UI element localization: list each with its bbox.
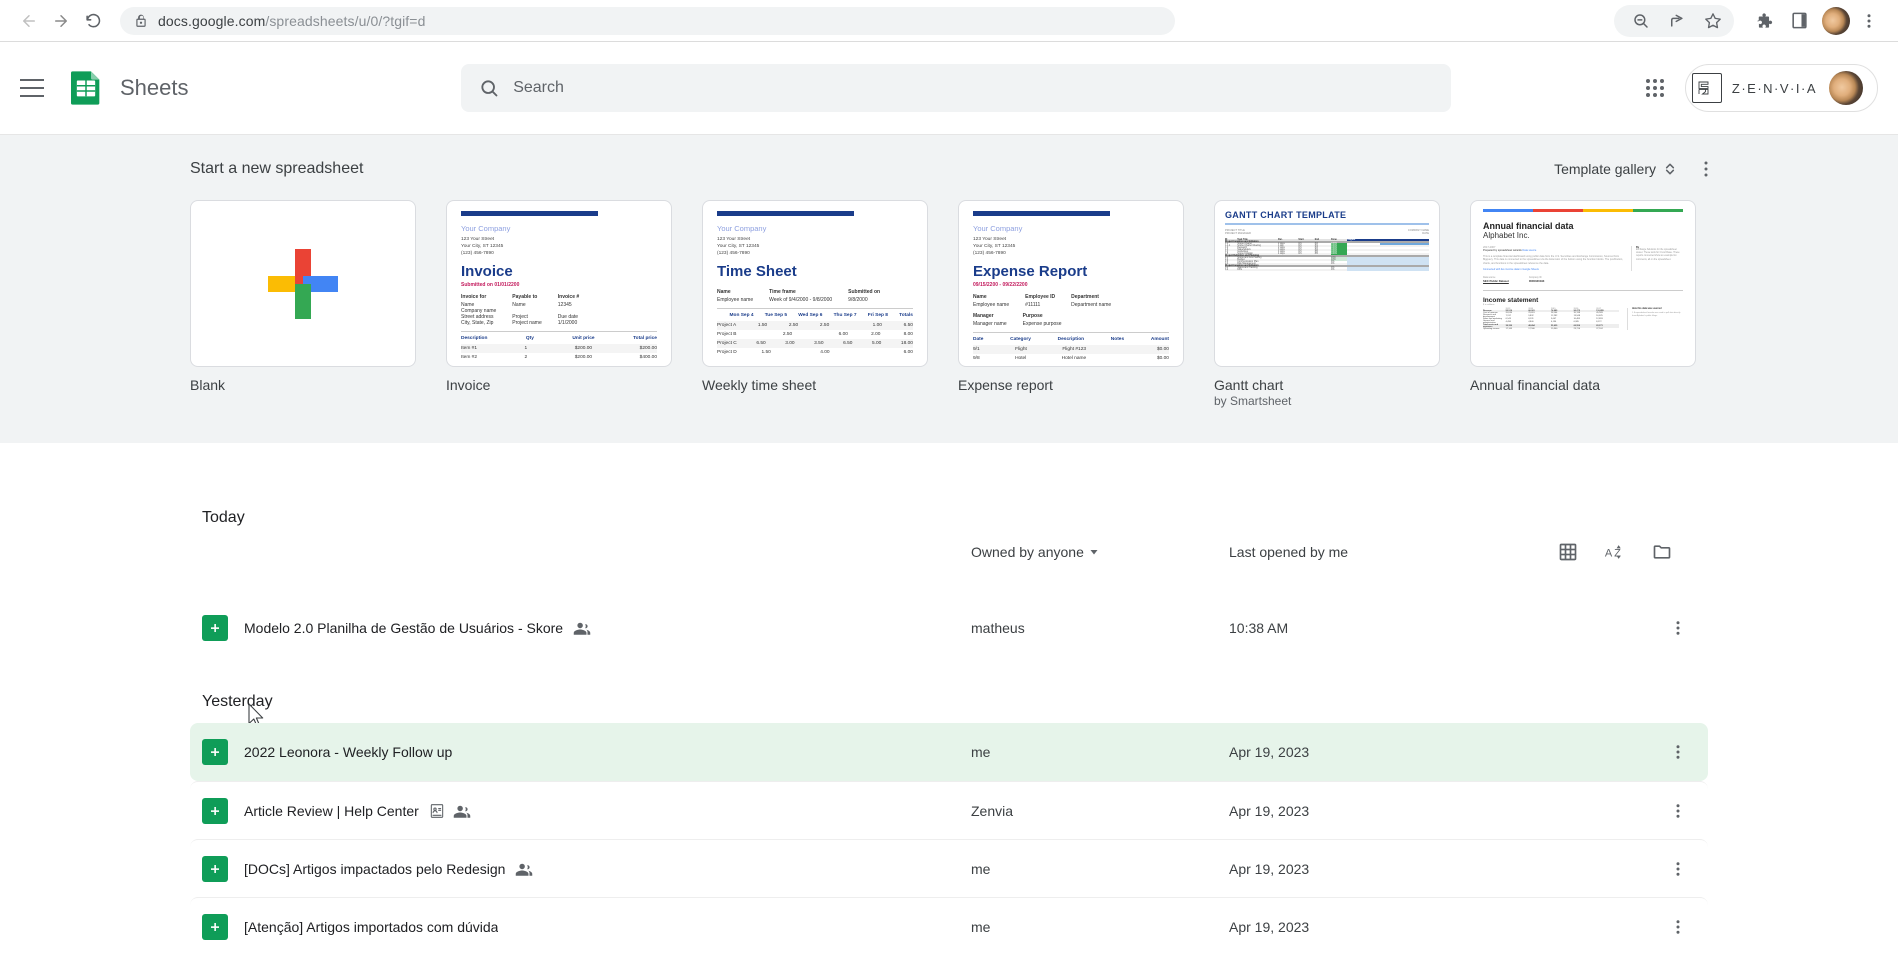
svg-text:Z: Z (1614, 548, 1621, 560)
svg-text:A: A (1605, 548, 1613, 560)
